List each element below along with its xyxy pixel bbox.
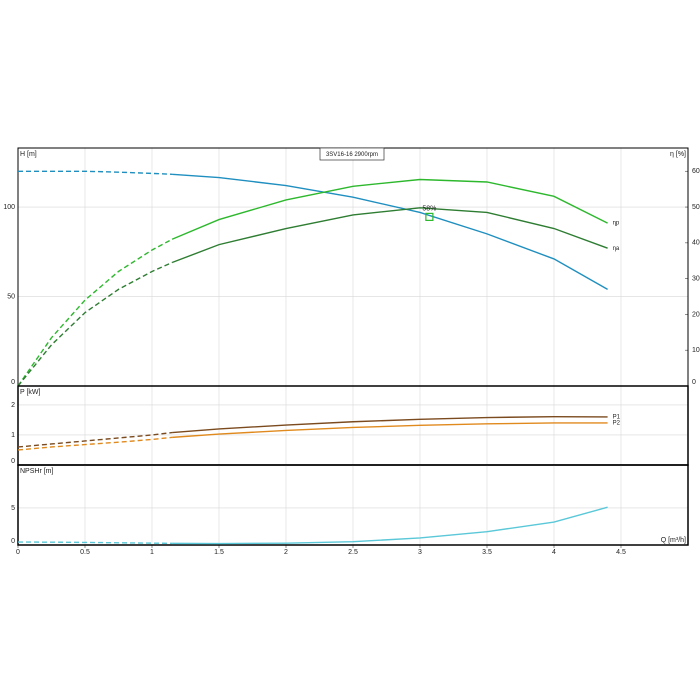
- y2-tick-label: 30: [692, 275, 700, 282]
- x-tick-label: 2.5: [348, 549, 358, 556]
- series-line: [171, 178, 608, 240]
- x-tick-label: 4: [552, 549, 556, 556]
- annotation: 58%: [422, 206, 436, 213]
- y-axis-label: H [m]: [20, 151, 37, 158]
- y-tick-label: 100: [3, 204, 15, 211]
- series-line: [172, 506, 608, 545]
- duty-point: [425, 212, 434, 221]
- y2-tick-label: 20: [692, 311, 700, 318]
- y-tick-label: 0: [11, 538, 15, 545]
- series-line: [171, 207, 608, 264]
- x-tick-label: 1: [150, 549, 154, 556]
- x-tick-label: 0.5: [80, 549, 90, 556]
- y2-tick-label: 0: [692, 379, 696, 386]
- y-tick-label: 0: [11, 458, 15, 465]
- series-line-dashed: [17, 261, 173, 387]
- y-axis-label: P [kW]: [20, 389, 41, 396]
- y2-tick-label: 10: [692, 347, 700, 354]
- y-tick-label: 50: [7, 293, 15, 300]
- y2-tick-label: 50: [692, 204, 700, 211]
- x-tick-label: 0: [16, 549, 20, 556]
- y-tick-label: 2: [11, 402, 15, 409]
- series-line-dashed: [17, 541, 173, 545]
- y2-tick-label: 40: [692, 240, 700, 247]
- series-label: ηp: [613, 221, 620, 227]
- series-line-dashed: [18, 170, 173, 176]
- series-line: [172, 173, 608, 290]
- x-axis-label: Q [m³/h]: [661, 537, 686, 544]
- y-axis-label: NPSHr [m]: [20, 468, 54, 475]
- y2-tick-label: 60: [692, 168, 700, 175]
- series-line-dashed: [17, 436, 173, 451]
- series-line: [172, 422, 608, 439]
- y-tick-label: 5: [11, 505, 15, 512]
- series-label: P2: [613, 421, 621, 427]
- y2-axis-label: η [%]: [670, 151, 686, 158]
- series-line-dashed: [17, 431, 173, 448]
- chart-title: 3SV16-16 2900rpm: [326, 152, 378, 158]
- panel-frame: [17, 464, 689, 546]
- y-tick-label: 1: [11, 432, 15, 439]
- x-tick-label: 3.5: [482, 549, 492, 556]
- x-tick-label: 1.5: [214, 549, 224, 556]
- y-tick-label: 0: [11, 379, 15, 386]
- series-line: [172, 415, 608, 434]
- x-tick-label: 2: [284, 549, 288, 556]
- x-tick-label: 4.5: [616, 549, 626, 556]
- series-label: P1: [613, 415, 621, 421]
- series-line-dashed: [17, 238, 173, 387]
- x-tick-label: 3: [418, 549, 422, 556]
- title-box: [319, 147, 385, 161]
- series-label: ηa: [613, 246, 620, 252]
